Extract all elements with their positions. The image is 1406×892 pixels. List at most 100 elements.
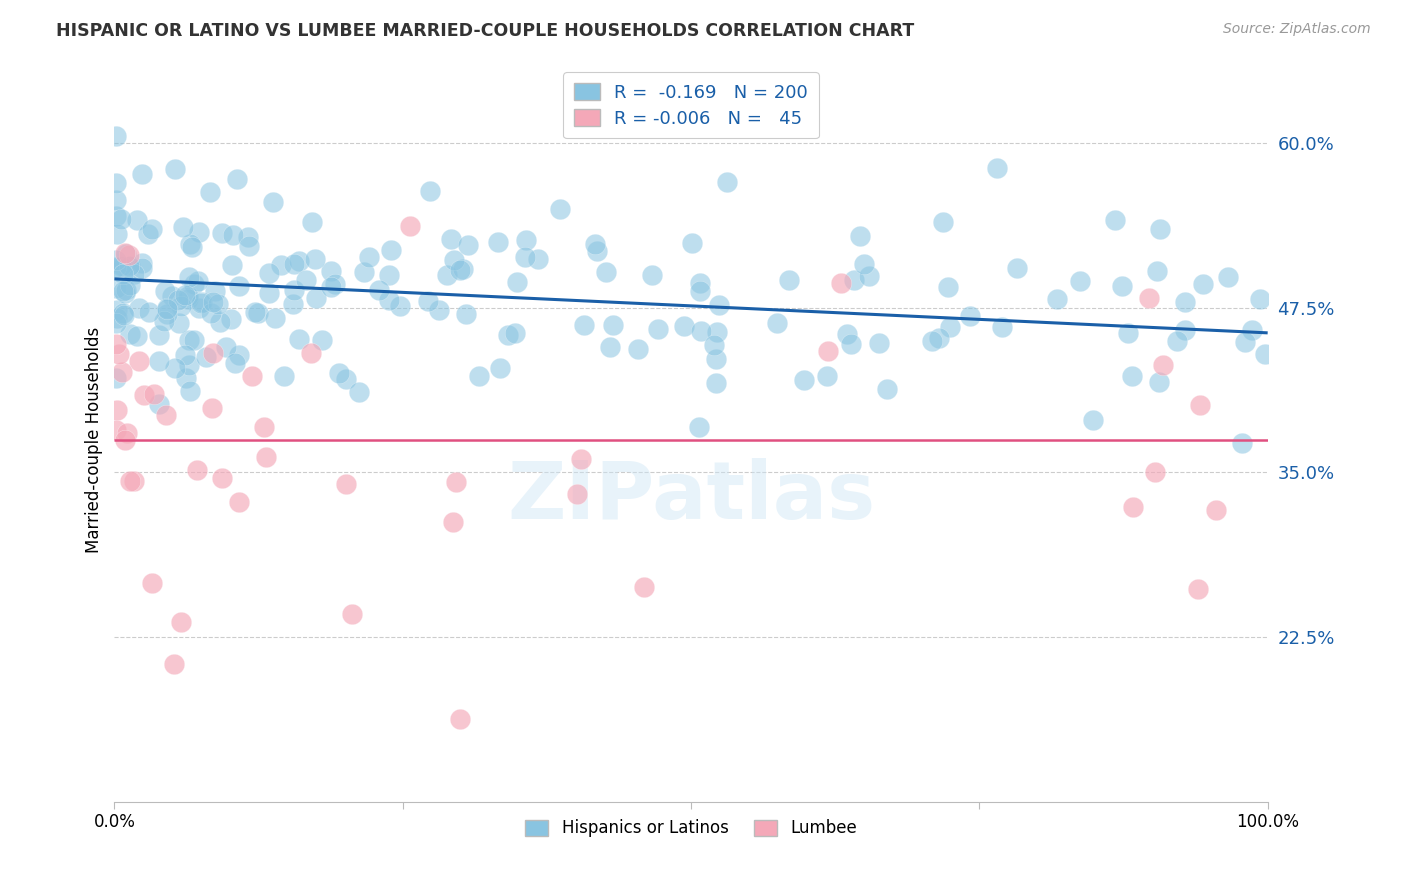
Point xyxy=(633,580,655,594)
Point xyxy=(301,214,323,228)
Point xyxy=(208,315,231,329)
Point xyxy=(288,253,311,268)
Point xyxy=(1232,436,1254,450)
Point xyxy=(105,302,128,317)
Point xyxy=(112,308,135,322)
Point xyxy=(586,244,609,258)
Point xyxy=(1234,334,1257,349)
Point xyxy=(1081,413,1104,427)
Point xyxy=(111,267,134,281)
Point xyxy=(690,324,713,338)
Point xyxy=(114,247,136,261)
Point xyxy=(104,371,127,385)
Point xyxy=(211,471,233,485)
Text: ZIPatlas: ZIPatlas xyxy=(508,458,875,536)
Point xyxy=(454,307,477,321)
Point xyxy=(173,288,195,302)
Point xyxy=(1149,222,1171,236)
Point xyxy=(468,369,491,384)
Point xyxy=(114,433,136,447)
Point xyxy=(270,258,292,272)
Point xyxy=(105,227,128,242)
Point xyxy=(1118,326,1140,341)
Point xyxy=(252,420,274,434)
Point xyxy=(163,657,186,672)
Point xyxy=(222,228,245,243)
Point xyxy=(108,346,131,360)
Point xyxy=(340,607,363,622)
Point xyxy=(187,274,209,288)
Point xyxy=(228,495,250,509)
Point xyxy=(125,213,148,227)
Point xyxy=(335,372,357,386)
Point xyxy=(1174,323,1197,337)
Point xyxy=(183,277,205,292)
Point xyxy=(179,384,201,399)
Point xyxy=(228,279,250,293)
Point xyxy=(641,268,664,282)
Point xyxy=(138,304,160,318)
Point xyxy=(156,307,179,321)
Point xyxy=(200,305,222,319)
Point xyxy=(177,334,200,348)
Point xyxy=(104,337,127,351)
Point xyxy=(398,219,420,234)
Point xyxy=(172,220,194,235)
Point xyxy=(706,325,728,339)
Point xyxy=(377,268,399,282)
Point xyxy=(224,356,246,370)
Point xyxy=(817,344,839,359)
Point xyxy=(104,260,127,274)
Point xyxy=(295,273,318,287)
Point xyxy=(131,260,153,275)
Point xyxy=(716,175,738,189)
Point xyxy=(311,333,333,347)
Point xyxy=(325,277,347,291)
Point xyxy=(389,299,412,313)
Point xyxy=(118,259,141,273)
Point xyxy=(876,382,898,396)
Point xyxy=(419,184,441,198)
Point xyxy=(104,128,127,143)
Point xyxy=(830,277,852,291)
Point xyxy=(262,194,284,209)
Point xyxy=(174,348,197,362)
Point xyxy=(104,176,127,190)
Point xyxy=(1046,292,1069,306)
Point xyxy=(128,354,150,368)
Point xyxy=(868,335,890,350)
Point xyxy=(704,376,727,390)
Point xyxy=(142,387,165,401)
Point xyxy=(928,331,950,345)
Point xyxy=(104,252,127,267)
Point xyxy=(672,318,695,333)
Point xyxy=(200,185,222,199)
Point xyxy=(183,333,205,347)
Point xyxy=(148,328,170,343)
Point xyxy=(457,237,479,252)
Point xyxy=(243,305,266,319)
Point xyxy=(707,298,730,312)
Point xyxy=(572,318,595,333)
Point xyxy=(194,350,217,364)
Point xyxy=(155,408,177,422)
Point xyxy=(104,194,127,208)
Point xyxy=(131,167,153,181)
Point xyxy=(936,280,959,294)
Point xyxy=(986,161,1008,176)
Point xyxy=(254,450,277,464)
Point xyxy=(689,276,711,290)
Point xyxy=(131,256,153,270)
Point xyxy=(132,388,155,402)
Point xyxy=(844,273,866,287)
Point xyxy=(1005,261,1028,276)
Point xyxy=(120,327,142,342)
Point xyxy=(288,332,311,346)
Point xyxy=(104,281,127,295)
Point xyxy=(321,280,343,294)
Point xyxy=(1146,264,1168,278)
Point xyxy=(163,361,186,376)
Point xyxy=(246,306,269,320)
Point xyxy=(328,366,350,380)
Point xyxy=(449,262,471,277)
